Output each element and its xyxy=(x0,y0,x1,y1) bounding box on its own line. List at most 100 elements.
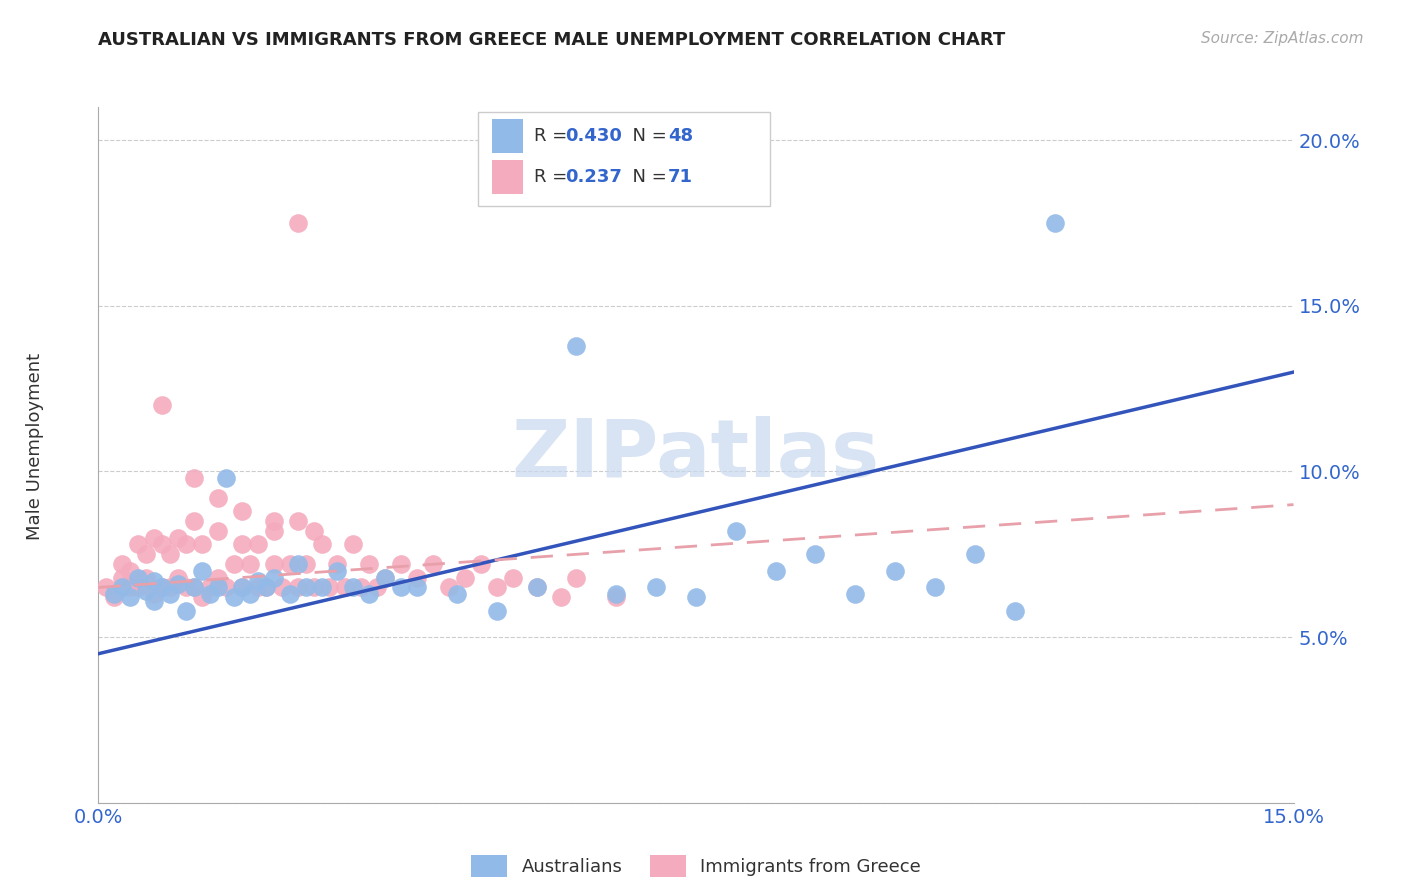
Point xyxy=(215,581,238,595)
Point xyxy=(231,537,253,551)
Point xyxy=(359,587,381,601)
Point xyxy=(183,581,205,595)
Point xyxy=(318,581,340,595)
Point xyxy=(263,570,285,584)
Text: 71: 71 xyxy=(668,168,693,186)
Point xyxy=(183,471,205,485)
Point xyxy=(207,524,229,538)
Point xyxy=(389,558,412,572)
Point xyxy=(311,537,333,551)
Point xyxy=(844,587,866,601)
Point xyxy=(246,574,269,588)
Point xyxy=(231,581,253,595)
Point xyxy=(645,581,668,595)
Point xyxy=(191,537,214,551)
Point xyxy=(724,524,747,538)
Point xyxy=(294,558,316,572)
Point xyxy=(191,591,214,605)
Text: 48: 48 xyxy=(668,127,693,145)
Point xyxy=(389,581,412,595)
Point xyxy=(231,581,253,595)
Point xyxy=(804,547,827,561)
Point xyxy=(127,581,149,595)
Point xyxy=(326,558,349,572)
Point xyxy=(150,581,173,595)
Point xyxy=(239,587,262,601)
Point xyxy=(215,471,238,485)
Point xyxy=(374,570,396,584)
Point xyxy=(127,537,149,551)
Point xyxy=(359,558,381,572)
Text: 0.430: 0.430 xyxy=(565,127,621,145)
Point xyxy=(174,537,197,551)
Point xyxy=(135,570,157,584)
Point xyxy=(526,581,548,595)
Point xyxy=(502,570,524,584)
Point xyxy=(183,581,205,595)
Point xyxy=(454,570,477,584)
Point xyxy=(207,570,229,584)
Point xyxy=(485,604,508,618)
Point xyxy=(287,558,309,572)
Point xyxy=(150,398,173,412)
Point xyxy=(302,524,325,538)
Point xyxy=(263,514,285,528)
Point xyxy=(446,587,468,601)
Point xyxy=(406,570,429,584)
Point xyxy=(278,587,301,601)
Point xyxy=(159,547,181,561)
Text: 0.237: 0.237 xyxy=(565,168,621,186)
Point xyxy=(120,581,142,595)
Point xyxy=(174,581,197,595)
Point xyxy=(143,593,166,607)
Point xyxy=(263,558,285,572)
Point xyxy=(246,581,269,595)
Point xyxy=(924,581,946,595)
Text: N =: N = xyxy=(621,168,673,186)
Point xyxy=(207,581,229,595)
Point xyxy=(135,583,157,598)
Point xyxy=(143,587,166,601)
Point xyxy=(111,570,134,584)
Point xyxy=(422,558,444,572)
Point xyxy=(605,587,627,601)
Point xyxy=(963,547,986,561)
Point xyxy=(231,504,253,518)
Point xyxy=(302,581,325,595)
Point xyxy=(183,514,205,528)
Text: Male Unemployment: Male Unemployment xyxy=(27,352,44,540)
Point xyxy=(239,558,262,572)
Legend: Australians, Immigrants from Greece: Australians, Immigrants from Greece xyxy=(464,847,928,884)
Point xyxy=(120,564,142,578)
Point xyxy=(685,591,707,605)
Point xyxy=(159,587,181,601)
Point xyxy=(287,581,309,595)
Point xyxy=(350,581,373,595)
Point xyxy=(167,531,190,545)
Point xyxy=(167,577,190,591)
Text: AUSTRALIAN VS IMMIGRANTS FROM GREECE MALE UNEMPLOYMENT CORRELATION CHART: AUSTRALIAN VS IMMIGRANTS FROM GREECE MAL… xyxy=(98,31,1005,49)
Point xyxy=(342,581,364,595)
Point xyxy=(278,558,301,572)
Point xyxy=(437,581,460,595)
Text: N =: N = xyxy=(621,127,673,145)
Point xyxy=(550,591,572,605)
Point xyxy=(159,581,181,595)
Point xyxy=(311,581,333,595)
Point xyxy=(485,581,508,595)
Point xyxy=(198,587,221,601)
Text: R =: R = xyxy=(534,168,574,186)
Point xyxy=(222,591,245,605)
Point xyxy=(207,491,229,505)
Point xyxy=(96,581,118,595)
Point xyxy=(254,581,277,595)
Text: Source: ZipAtlas.com: Source: ZipAtlas.com xyxy=(1201,31,1364,46)
Text: R =: R = xyxy=(534,127,574,145)
Point xyxy=(174,604,197,618)
Point xyxy=(103,591,125,605)
Point xyxy=(366,581,388,595)
Point xyxy=(342,537,364,551)
Point xyxy=(884,564,907,578)
Point xyxy=(1004,604,1026,618)
Point xyxy=(270,581,292,595)
